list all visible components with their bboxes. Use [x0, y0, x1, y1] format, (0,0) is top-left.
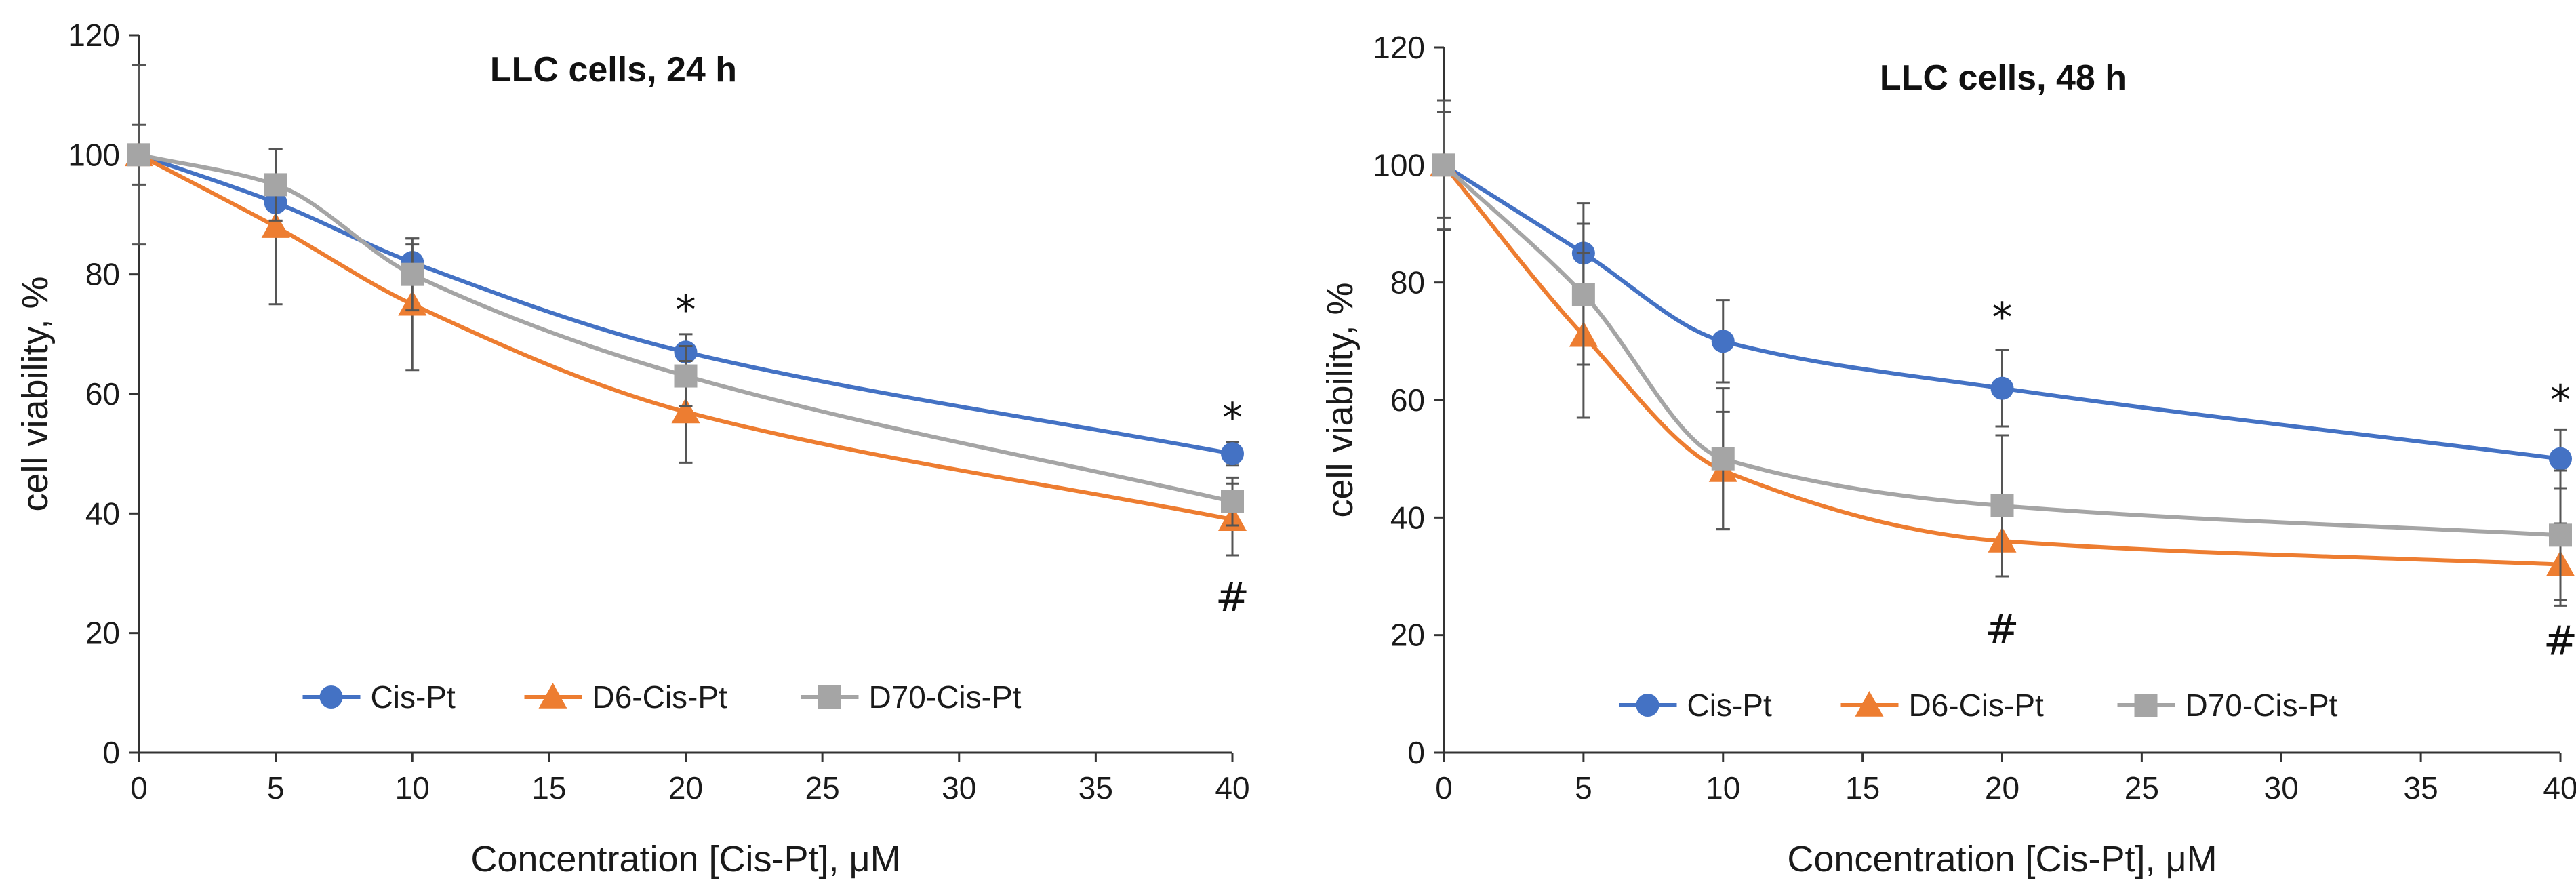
chart-24h: 0 20 40 60 80 100 120 0 5 10 15 20 25 30 35 40 Concentra… — [15, 18, 1250, 879]
data-point — [1571, 283, 1595, 306]
x-tick-label: 5 — [267, 770, 285, 806]
x-axis-label: Concentration [Cis-Pt], μM — [470, 839, 900, 879]
series-line — [1442, 163, 2561, 538]
significance-hash: # — [1215, 574, 1249, 621]
chart-48h: 0 20 40 60 80 100 120 0 5 10 15 20 25 30 35 40 Concentra… — [1320, 30, 2576, 879]
significance-asterisk: * — [2550, 376, 2571, 424]
legend-label: D6-Cis-Pt — [1909, 688, 2045, 723]
series-line — [138, 153, 1233, 522]
series-d70-cis-pt — [127, 123, 1244, 527]
y-tick-label: 40 — [85, 496, 120, 531]
data-point — [2549, 447, 2572, 471]
legend-item-d6-cis-pt: D6-Cis-Pt — [1840, 688, 2045, 723]
x-tick-label: 35 — [1079, 770, 1113, 806]
chart-title: LLC cells, 24 h — [490, 50, 737, 90]
data-point — [2549, 523, 2572, 547]
x-tick-label: 10 — [1706, 770, 1740, 806]
x-tick-label: 15 — [531, 770, 566, 806]
chart-title: LLC cells, 48 h — [1880, 58, 2127, 98]
y-tick-label: 120 — [1373, 30, 1425, 65]
y-tick-label: 100 — [1373, 147, 1425, 182]
legend-marker — [2134, 694, 2158, 717]
legend-item-d6-cis-pt: D6-Cis-Pt — [524, 679, 728, 715]
legend-label: Cis-Pt — [1687, 688, 1772, 723]
significance-asterisk: * — [676, 287, 696, 334]
y-tick-label: 0 — [1407, 735, 1425, 770]
x-tick-label: 20 — [1985, 770, 2019, 806]
y-tick-label: 40 — [1390, 500, 1425, 535]
legend: Cis-Pt D6-Cis-Pt D70-Cis-Pt — [302, 679, 1022, 715]
data-point — [401, 262, 424, 286]
y-axis-label: cell viability, % — [15, 276, 56, 511]
legend-item-cis-pt: Cis-Pt — [1619, 688, 1772, 723]
y-tick-label: 120 — [68, 18, 120, 53]
data-point — [1711, 447, 1735, 471]
significance-asterisk: * — [1222, 394, 1243, 441]
legend-marker — [319, 685, 343, 709]
legend-marker — [538, 683, 567, 709]
data-point — [674, 364, 698, 388]
legend-marker — [1636, 694, 1659, 717]
data-point — [671, 397, 700, 424]
y-tick-label: 80 — [1390, 265, 1425, 300]
series-line — [138, 153, 1233, 456]
data-point — [1221, 490, 1244, 513]
significance-hash: # — [2543, 617, 2576, 664]
significance-hash: # — [1985, 605, 2019, 653]
series-line — [1442, 163, 2561, 567]
x-axis-label: Concentration [Cis-Pt], μM — [1787, 839, 2217, 879]
x-tick-label: 35 — [2404, 770, 2438, 806]
data-point — [1711, 330, 1735, 353]
legend-marker — [1855, 691, 1884, 717]
legend-label: D70-Cis-Pt — [2186, 688, 2338, 723]
y-tick-label: 80 — [85, 257, 120, 292]
legend: Cis-Pt D6-Cis-Pt D70-Cis-Pt — [1619, 688, 2338, 723]
data-point — [127, 143, 150, 167]
y-tick-label: 60 — [1390, 382, 1425, 418]
legend-label: D6-Cis-Pt — [592, 679, 728, 715]
x-tick-label: 40 — [2543, 770, 2576, 806]
legend-marker — [818, 685, 841, 709]
x-tick-label: 25 — [805, 770, 840, 806]
series-line — [1443, 163, 2561, 461]
y-tick-label: 60 — [85, 376, 120, 412]
data-point — [1221, 442, 1244, 466]
data-point — [1990, 494, 2014, 517]
x-tick-label: 30 — [942, 770, 976, 806]
series-d70-cis-pt — [1432, 111, 2572, 601]
y-tick-label: 20 — [1390, 618, 1425, 653]
x-tick-label: 30 — [2264, 770, 2299, 806]
significance-asterisk: * — [1992, 294, 2013, 342]
y-tick-label: 20 — [85, 616, 120, 651]
data-point — [1990, 376, 2014, 400]
x-tick-label: 20 — [668, 770, 703, 806]
legend-item-cis-pt: Cis-Pt — [302, 679, 456, 715]
data-point — [261, 212, 290, 238]
chart-panel-24h: 0 20 40 60 80 100 120 0 5 10 15 20 25 30 35 40 Concentra… — [15, 18, 1250, 879]
y-tick-label: 0 — [102, 735, 120, 770]
legend-item-d70-cis-pt: D70-Cis-Pt — [801, 679, 1022, 715]
data-point — [264, 173, 287, 197]
y-tick-label: 100 — [68, 137, 120, 172]
legend-item-d70-cis-pt: D70-Cis-Pt — [2117, 688, 2338, 723]
data-point — [1432, 153, 1455, 177]
x-tick-label: 5 — [1575, 770, 1592, 806]
legend-label: D70-Cis-Pt — [869, 679, 1022, 715]
x-tick-label: 40 — [1215, 770, 1249, 806]
x-tick-label: 0 — [1435, 770, 1453, 806]
x-tick-label: 10 — [395, 770, 430, 806]
x-tick-label: 15 — [1845, 770, 1880, 806]
x-tick-label: 25 — [2125, 770, 2159, 806]
chart-panel-48h: 0 20 40 60 80 100 120 0 5 10 15 20 25 30 35 40 Concentra… — [1288, 0, 2576, 895]
x-tick-label: 0 — [130, 770, 148, 806]
legend-label: Cis-Pt — [371, 679, 456, 715]
y-axis-label: cell viability, % — [1320, 282, 1361, 517]
